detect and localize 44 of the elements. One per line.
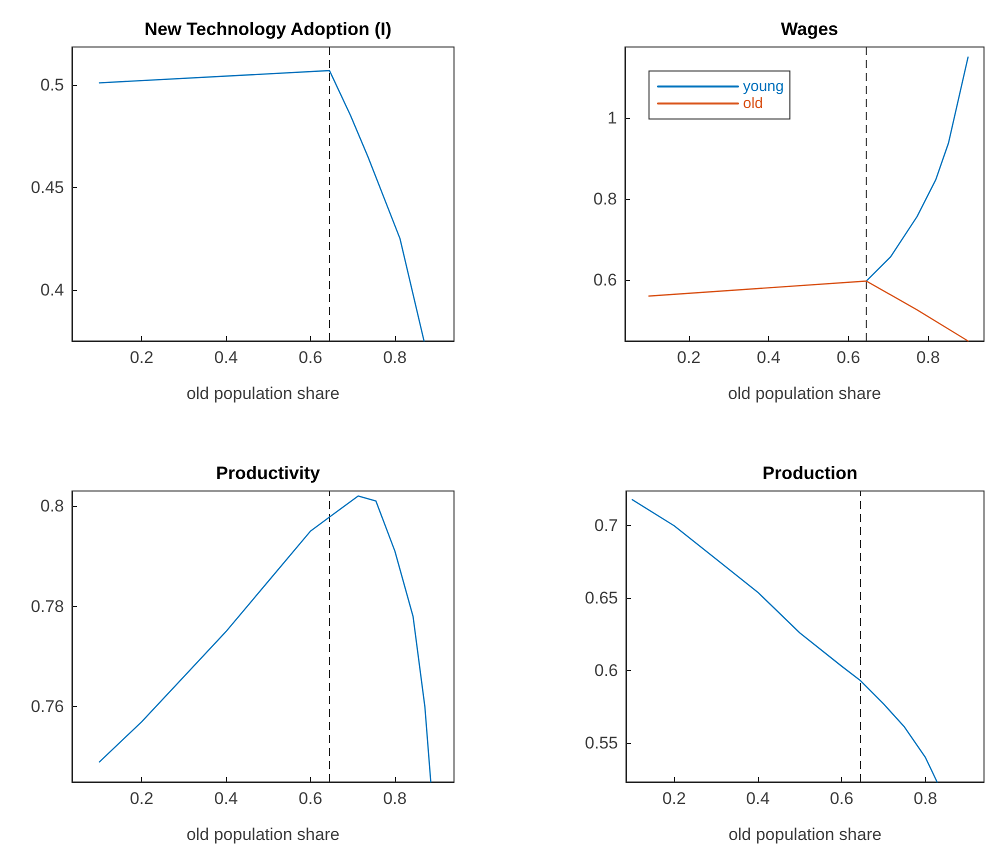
x-axis-title: old population share [186, 825, 340, 844]
chart-title: Productivity [216, 463, 320, 483]
x-axis-title: old population share [728, 825, 882, 844]
x-tick-label: 0.2 [662, 789, 686, 808]
y-tick-label: 0.7 [594, 516, 618, 536]
text: young [743, 78, 784, 95]
y-tick-label: 0.8 [40, 496, 64, 516]
y-tick-label: 0.55 [584, 733, 618, 752]
y-tick-label: 0.65 [584, 588, 618, 608]
line-series [98, 70, 425, 342]
x-tick-label: 0.4 [214, 789, 238, 808]
chart-title: New Technology Adoption (I) [144, 19, 392, 39]
y-tick-label: 0.6 [593, 270, 617, 290]
y-tick-label: 0.5 [40, 75, 64, 94]
y-tick-label: 0.45 [30, 178, 64, 197]
x-tick-label: 0.2 [677, 348, 701, 367]
line-series [98, 495, 432, 783]
y-tick-label: 0.4 [40, 280, 64, 300]
x-tick-label: 0.6 [830, 789, 854, 808]
line-series [632, 499, 938, 783]
line-series [648, 280, 969, 342]
x-tick-label: 0.6 [298, 789, 322, 808]
x-tick-label: 0.2 [130, 348, 154, 367]
x-axis-title: old population share [728, 384, 882, 403]
y-tick-label: 0.8 [593, 189, 617, 208]
x-tick-label: 0.4 [756, 348, 780, 367]
x-axis-title: old population share [186, 384, 340, 403]
y-tick-label: 0.78 [30, 596, 64, 616]
y-tick-label: 0.76 [30, 697, 64, 716]
y-tick-label: 1 [608, 108, 617, 128]
x-tick-label: 0.8 [914, 789, 938, 808]
x-tick-label: 0.4 [746, 789, 770, 808]
x-tick-label: 0.8 [383, 348, 407, 367]
x-tick-label: 0.4 [214, 348, 238, 367]
line-series [866, 56, 969, 282]
chart-title: Production [762, 463, 858, 483]
text: old [743, 95, 764, 112]
x-tick-label: 0.8 [916, 348, 940, 367]
x-tick-label: 0.6 [836, 348, 860, 367]
x-tick-label: 0.8 [383, 789, 407, 808]
y-tick-label: 0.6 [594, 661, 618, 680]
x-tick-label: 0.2 [130, 789, 154, 808]
x-tick-label: 0.6 [298, 348, 322, 367]
chart-title: Wages [780, 19, 838, 39]
